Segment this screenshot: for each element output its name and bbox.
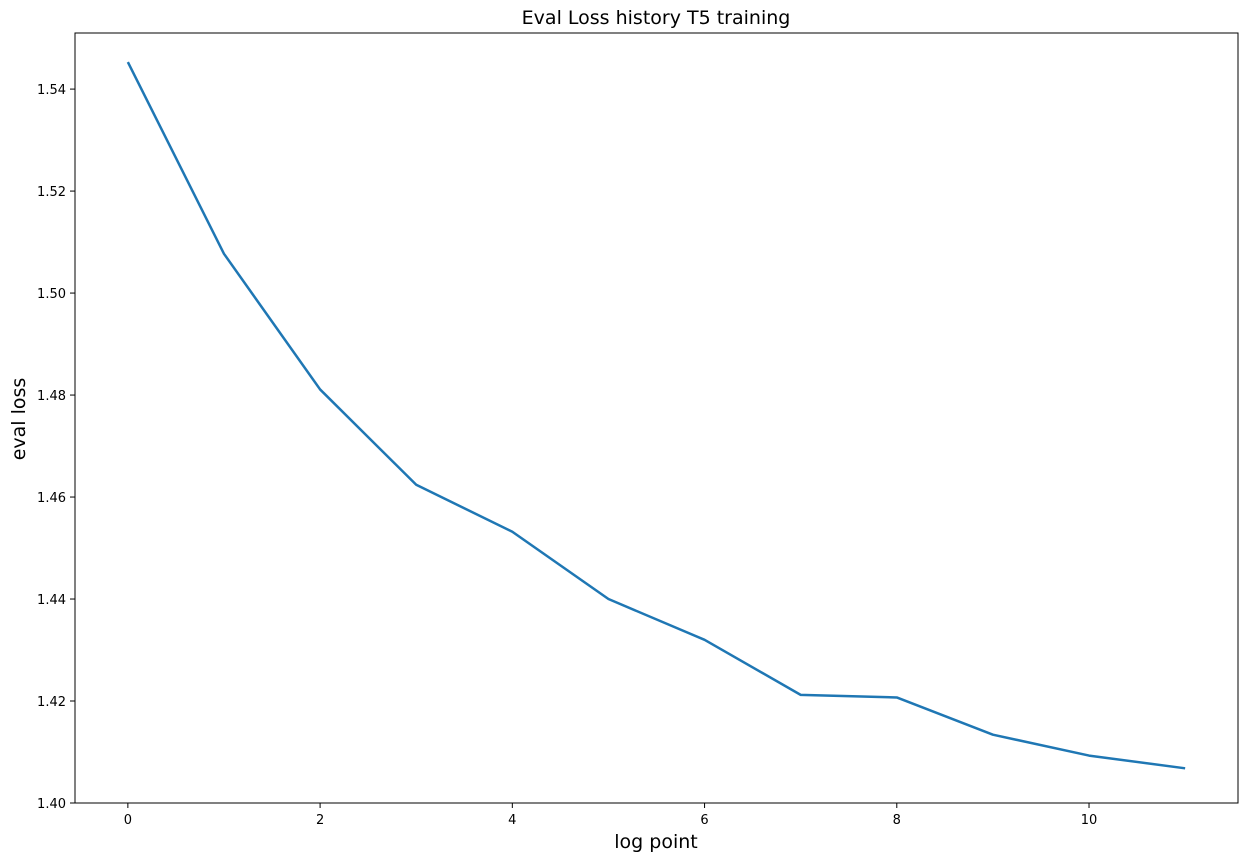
x-tick-label: 2	[316, 813, 324, 828]
x-axis: 0 2 4 6 8 10	[124, 803, 1098, 828]
series-layer	[126, 61, 1186, 770]
y-axis-label: eval loss	[8, 378, 30, 461]
y-tick-label: 1.46	[37, 491, 66, 506]
y-tick-label: 1.54	[37, 83, 66, 98]
plot-frame	[74, 32, 1239, 804]
series-line	[126, 61, 1186, 770]
y-tick-label: 1.40	[37, 797, 66, 812]
x-tick-label: 6	[700, 813, 708, 828]
y-tick-label: 1.48	[37, 389, 66, 404]
x-tick-label: 10	[1081, 813, 1098, 828]
y-tick-label: 1.44	[37, 593, 66, 608]
y-tick-label: 1.52	[37, 185, 66, 200]
plot-background	[75, 33, 1238, 803]
x-axis-label: log point	[614, 831, 697, 853]
y-tick-label: 1.42	[37, 695, 66, 710]
x-tick-label: 0	[124, 813, 132, 828]
chart-title: Eval Loss history T5 training	[522, 7, 791, 29]
plot-area	[75, 33, 1238, 803]
x-tick-label: 4	[508, 813, 516, 828]
y-tick-label: 1.50	[37, 287, 66, 302]
x-tick-label: 8	[893, 813, 901, 828]
y-axis: 1.40 1.42 1.44 1.46 1.48 1.50 1.52 1.54	[37, 83, 75, 812]
